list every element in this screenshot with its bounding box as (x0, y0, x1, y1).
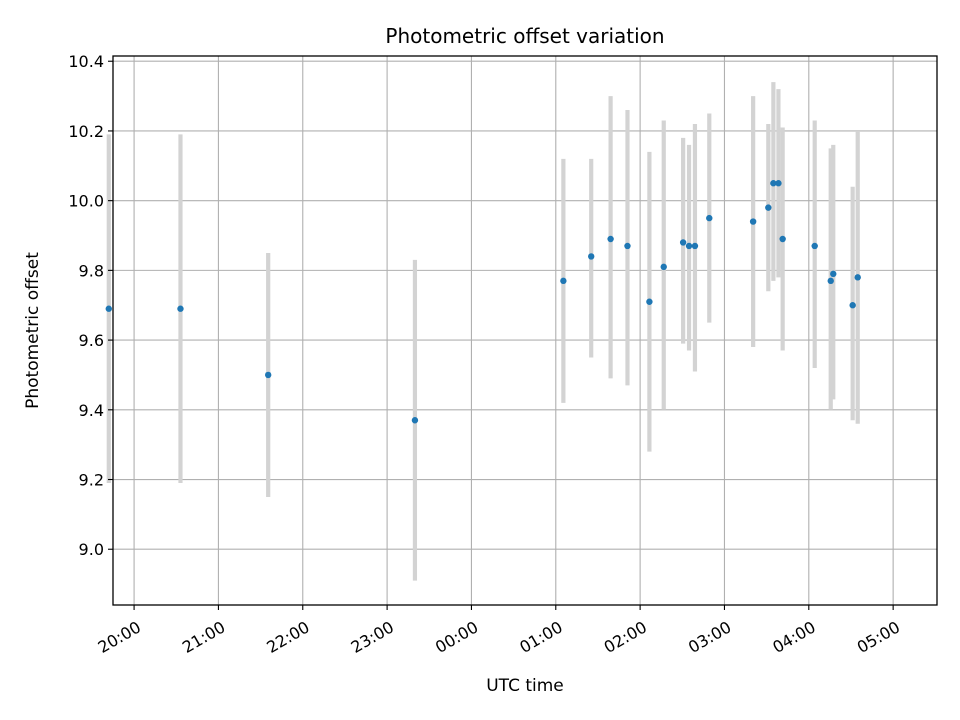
data-point (854, 274, 861, 281)
y-tick-label: 10.2 (68, 122, 104, 141)
data-point (679, 239, 687, 246)
data-point (646, 298, 653, 305)
data-point (105, 305, 112, 312)
data-point (775, 180, 782, 187)
grid (113, 56, 937, 605)
data-point (691, 242, 699, 250)
data-point (177, 305, 184, 312)
data-point (811, 242, 818, 250)
data-point (560, 277, 567, 285)
data-point (779, 235, 786, 243)
data-point (849, 302, 856, 309)
data-point (411, 417, 419, 424)
data-point (770, 180, 777, 187)
y-tick-label: 9.2 (79, 471, 104, 490)
data-point (660, 263, 667, 271)
y-tick-label: 9.6 (79, 331, 104, 350)
data-point (765, 204, 772, 211)
chart-title: Photometric offset variation (385, 24, 664, 48)
y-tick-label: 10.4 (68, 52, 104, 71)
y-tick-label: 10.0 (68, 192, 104, 211)
data-point (749, 218, 757, 225)
data-point (685, 242, 693, 250)
y-axis-label: Photometric offset (23, 252, 43, 409)
y-tick-label: 9.0 (79, 540, 104, 559)
plot-frame (112, 55, 938, 606)
data-point (264, 371, 272, 379)
data-point (607, 235, 614, 243)
data-point (706, 214, 713, 222)
y-tick-label: 9.8 (79, 261, 104, 280)
data-point (830, 270, 837, 278)
data-point (827, 277, 834, 285)
data-point (624, 242, 631, 250)
x-axis-label: UTC time (486, 676, 564, 696)
y-tick-label: 9.4 (79, 401, 104, 420)
data-points (105, 180, 861, 424)
data-point (588, 253, 595, 260)
